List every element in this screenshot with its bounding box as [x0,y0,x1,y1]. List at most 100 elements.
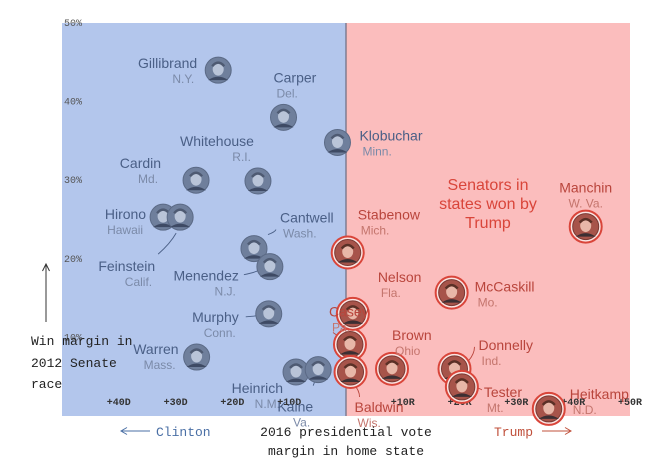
point-klobuchar[interactable] [323,128,351,156]
point-carper[interactable] [270,103,298,131]
face-icon [456,379,468,393]
point-kaine[interactable] [304,356,332,384]
shoulders-icon [170,223,191,228]
senator-state: Md. [138,172,158,186]
face-icon [580,219,592,233]
x-tick-label: +10R [391,398,415,409]
senator-state: Conn. [204,326,236,340]
senator-name: Menendez [173,268,238,284]
x-tick-label: +20D [220,398,244,409]
hair-icon [343,363,358,369]
senator-state: Calif. [125,275,152,289]
point-nelson[interactable] [339,300,367,328]
shoulders-icon [339,350,360,355]
shoulders-icon [575,233,596,237]
senator-state: Hawaii [107,223,143,237]
face-icon [263,306,275,320]
face-icon [344,336,356,350]
point-warren[interactable] [183,343,211,371]
point-manchin[interactable] [572,213,600,241]
point-baldwin[interactable] [337,358,365,386]
senator-state: N.Y. [172,72,194,86]
senator-name: Heitkamp [570,386,629,402]
shoulders-icon [243,255,264,259]
shoulders-icon [451,393,472,397]
shoulders-icon [286,378,307,382]
senator-state: Mass. [144,358,176,372]
senator-state: Ind. [481,354,501,368]
face-icon [342,245,354,259]
senator-name: Feinstein [98,258,155,274]
senator-state: Pa. [332,320,350,334]
face-icon [543,401,555,415]
point-heitkamp[interactable] [535,395,563,423]
senator-name: Whitehouse [180,133,254,149]
face-icon [331,134,343,148]
senator-state: N.M. [255,397,280,411]
shoulders-icon [382,375,403,379]
shoulders-icon [186,363,207,368]
senator-name: Hirono [105,206,146,222]
senator-name: Tester [484,384,522,400]
hair-icon [444,283,459,290]
face-icon [157,209,169,223]
hair-icon [330,133,345,140]
senator-name: Klobuchar [359,127,422,143]
leader-line [245,315,256,318]
point-whitehouse[interactable] [244,167,272,195]
y-axis-label: Win margin in 2012 Senate race [31,334,133,392]
hair-icon [262,257,277,264]
clinton-label: Clinton [156,425,211,440]
senator-state: N.J. [215,285,236,299]
hair-icon [211,61,226,68]
y-tick-label: 50% [64,19,82,30]
leader-line [157,232,177,255]
senator-name: Warren [133,341,178,357]
point-mccaskill[interactable] [438,279,466,307]
hair-icon [345,305,360,311]
hair-icon [189,171,203,178]
hair-icon [385,360,399,366]
y-axis-arrow-head [42,262,50,272]
x-tick-label: +50R [618,398,642,409]
senator-name: Cantwell [280,210,334,226]
point-casey[interactable] [336,330,364,358]
y-tick-label: 10% [64,333,82,344]
shoulders-icon [258,320,279,324]
senator-name: McCaskill [475,279,535,295]
hair-icon [247,239,261,246]
hair-icon [289,363,303,369]
face-icon [312,362,324,376]
face-icon [290,364,302,378]
senator-state: Mo. [478,296,498,310]
point-brown[interactable] [378,355,406,383]
hair-icon [454,378,469,384]
senator-name: Kaine [277,399,313,415]
point-tester[interactable] [448,373,476,401]
face-icon [252,173,264,187]
face-icon [191,349,203,363]
senator-state: W. Va. [568,197,602,211]
point-feinstein[interactable] [166,203,194,231]
senator-name: Baldwin [355,399,404,415]
face-icon [190,172,202,186]
senator-state: Ohio [395,344,421,358]
senator-name: Gillibrand [138,55,197,71]
point-stabenow[interactable] [334,239,362,267]
senator-state: Va. [293,416,310,430]
point-cardin[interactable] [182,166,210,194]
y-tick-label: 20% [64,255,82,266]
y-tick-label: 30% [64,176,82,187]
senator-name: Nelson [378,269,422,285]
face-icon [212,62,224,76]
point-murphy[interactable] [255,300,283,328]
shoulders-icon [308,376,329,380]
point-menendez[interactable] [256,253,284,281]
point-gillibrand[interactable] [204,56,232,84]
x-tick-label: +30D [164,398,188,409]
x-axis-label: 2016 presidential vote margin in home st… [260,425,432,459]
hair-icon [340,243,355,250]
senator-name: Donnelly [478,337,532,353]
point-cantwell[interactable] [240,235,268,263]
